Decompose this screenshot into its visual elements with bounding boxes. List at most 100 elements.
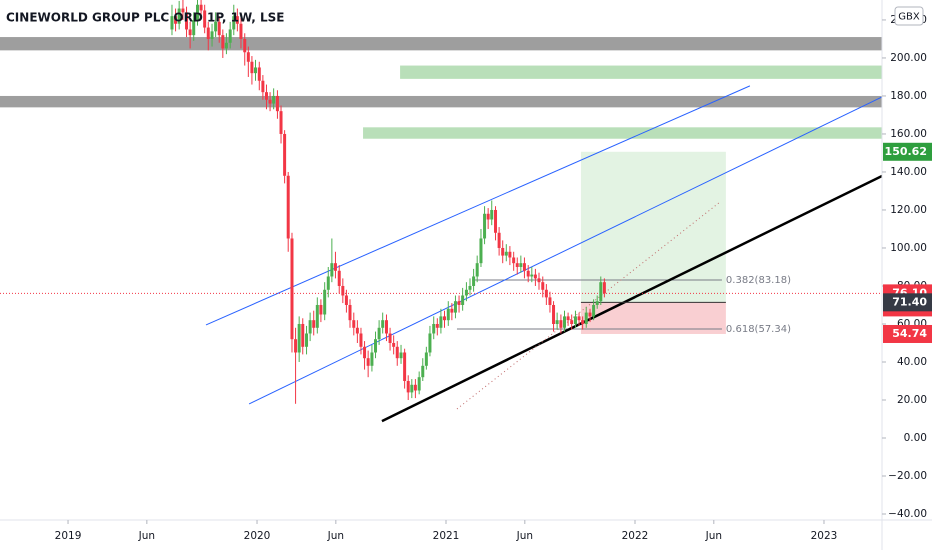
candle-body: [475, 263, 479, 277]
x-tick-label: Jun: [327, 530, 344, 542]
axes: −40.00−20.000.0020.0040.0060.0080.00100.…: [55, 14, 932, 542]
y-tick-label: 40.00: [897, 356, 927, 368]
candle-body: [453, 301, 457, 313]
candle-body: [512, 257, 516, 264]
fib-label: 0.618(57.34): [726, 324, 791, 335]
candle-body: [581, 320, 585, 324]
candle-body: [424, 352, 428, 366]
price-badge: [883, 142, 932, 161]
zone: [400, 65, 882, 79]
candle-body: [188, 29, 192, 36]
candle-body: [577, 316, 581, 321]
candle-body: [494, 209, 498, 233]
candle-body: [432, 323, 436, 334]
candle-body: [392, 342, 396, 347]
candle-body: [497, 232, 501, 248]
candle-body: [315, 304, 319, 328]
candle-body: [446, 308, 450, 321]
candle-body: [294, 339, 298, 353]
x-tick-label: 2020: [244, 530, 271, 542]
candle-body: [522, 263, 526, 271]
y-tick-label: 140.00: [890, 166, 927, 178]
candle-body: [305, 333, 309, 347]
candle-body: [428, 333, 432, 353]
candle-body: [344, 295, 348, 305]
candle-body: [217, 21, 221, 36]
candle-body: [366, 358, 370, 366]
candle-body: [537, 278, 541, 283]
candle-body: [326, 276, 330, 290]
candle-body: [406, 380, 410, 393]
candle-body: [272, 95, 276, 104]
candle-body: [555, 320, 559, 324]
candle-body: [384, 320, 388, 334]
chart-title: CINEWORLD GROUP PLC ORD 1P, 1W, LSE: [6, 11, 285, 25]
currency-box[interactable]: [894, 6, 924, 26]
candle-body: [374, 339, 378, 353]
candle-body: [602, 282, 606, 294]
candle-body: [508, 251, 512, 258]
candle-body: [214, 21, 218, 32]
candle-body: [399, 352, 403, 359]
x-tick-label: Jun: [138, 530, 155, 542]
y-tick-label: 20.00: [897, 394, 927, 406]
price-badge-label: 54.74: [892, 327, 927, 340]
fib-label: 0.382(83.18): [726, 275, 791, 286]
candle-body: [519, 263, 523, 267]
candle-body: [341, 285, 345, 296]
candle-body: [301, 323, 305, 347]
candle-body: [250, 61, 254, 74]
candle-body: [450, 308, 454, 313]
candle-body: [421, 365, 425, 378]
candle-body: [461, 295, 465, 305]
candle-body: [381, 320, 385, 328]
candle-body: [559, 320, 563, 328]
candle-body: [468, 285, 472, 290]
candle-body: [224, 42, 228, 49]
candle-body: [297, 323, 301, 353]
x-tick-label: Jun: [705, 530, 722, 542]
candle-body: [370, 352, 374, 366]
candle-body: [348, 304, 352, 321]
zone: [0, 37, 882, 51]
candle-body: [479, 238, 483, 264]
candle-body: [548, 297, 552, 305]
candle-body: [566, 316, 570, 321]
candle-body: [363, 346, 367, 359]
candle-body: [337, 270, 341, 286]
y-tick-label: 180.00: [890, 90, 927, 102]
candle-body: [239, 23, 243, 39]
y-tick-label: 100.00: [890, 242, 927, 254]
candle-body: [515, 263, 519, 267]
candle-body: [541, 282, 545, 290]
candle-body: [457, 301, 461, 305]
candle-body: [312, 320, 316, 328]
candle-body: [323, 289, 327, 315]
candle-body: [595, 301, 599, 305]
candle-body: [185, 12, 189, 30]
x-tick-label: 2021: [433, 530, 460, 542]
candle-body: [221, 35, 225, 49]
candle-body: [268, 99, 272, 104]
candle-body: [275, 95, 279, 112]
candle-body: [592, 304, 596, 317]
zone: [0, 95, 882, 108]
candle-body: [504, 251, 508, 256]
price-badge-label: 150.62: [885, 145, 927, 158]
candle-body: [319, 304, 323, 315]
trend-line: [205, 85, 751, 326]
candle-body: [261, 80, 265, 93]
candle-body: [352, 320, 356, 328]
candle-body: [552, 304, 556, 324]
candle-body: [355, 327, 359, 334]
candle-body: [235, 16, 239, 24]
candle-body: [403, 352, 407, 381]
candle-body: [286, 175, 290, 239]
candle-body: [439, 316, 443, 328]
candle-body: [257, 67, 261, 81]
y-tick-label: 0.00: [904, 432, 927, 444]
candle-body: [413, 384, 417, 391]
candle-body: [490, 209, 494, 220]
